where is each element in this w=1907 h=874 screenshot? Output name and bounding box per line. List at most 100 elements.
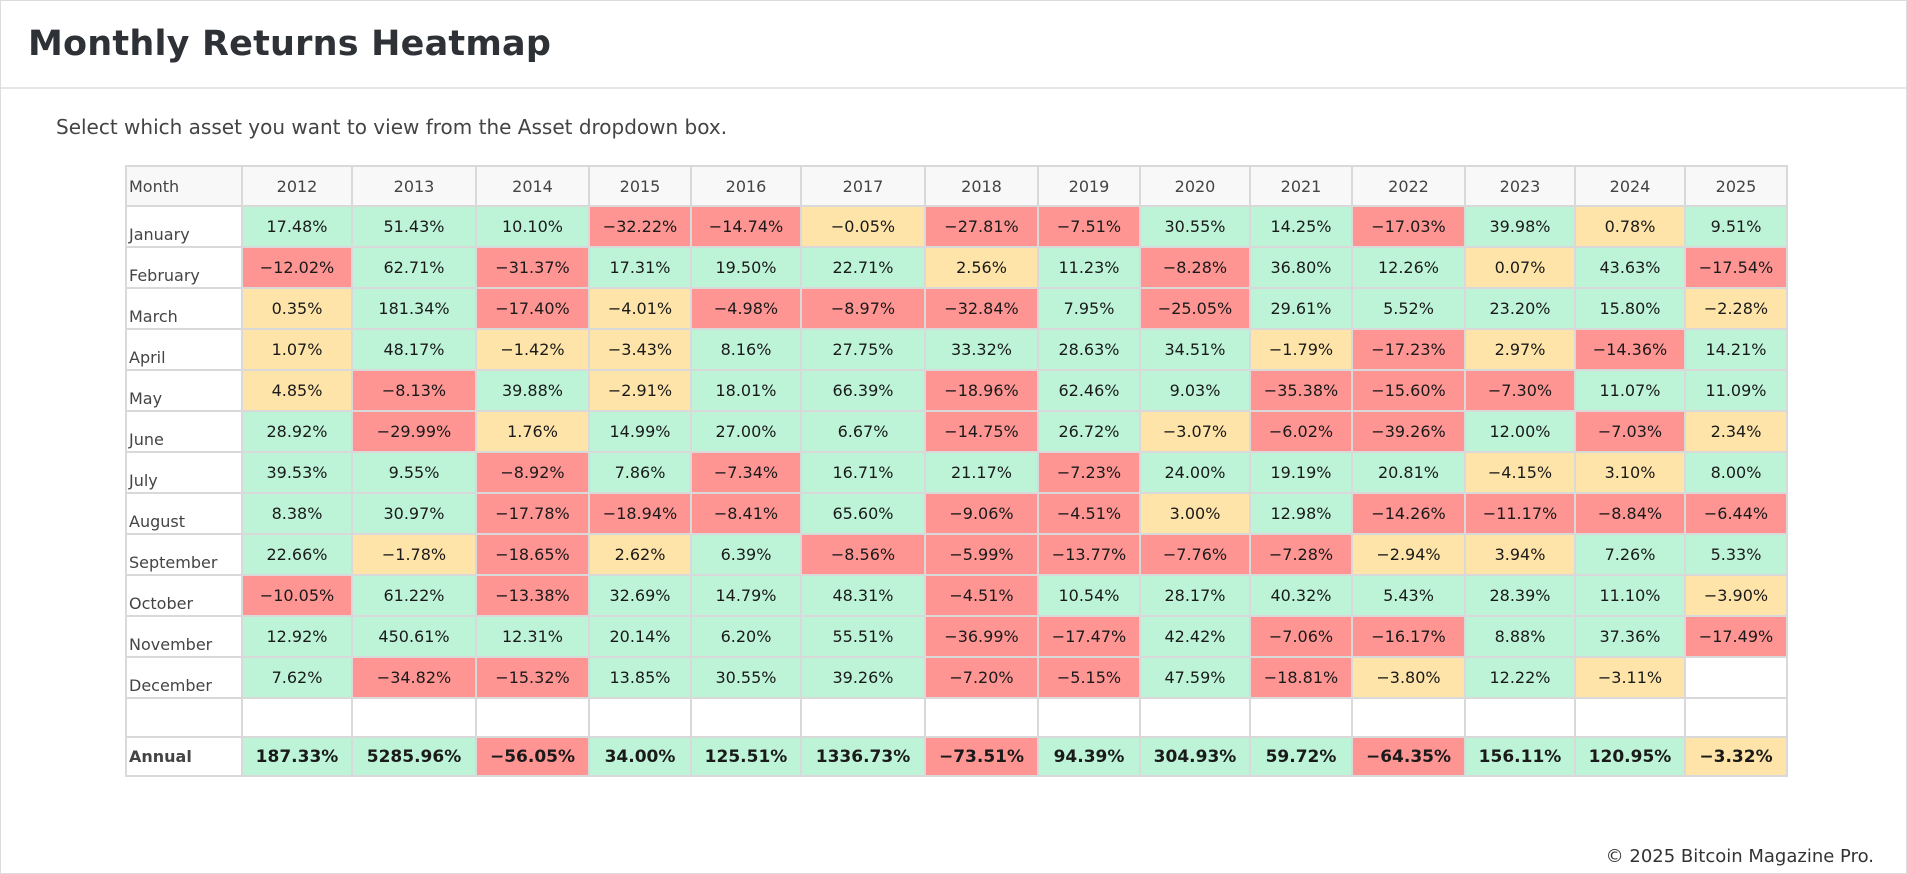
return-cell: −4.51% — [1037, 492, 1141, 535]
return-cell: 2.34% — [1684, 410, 1788, 453]
return-cell: 4.85% — [241, 369, 353, 412]
return-cell: −4.15% — [1464, 451, 1576, 494]
return-cell: −29.99% — [351, 410, 477, 453]
return-cell: 14.79% — [690, 574, 802, 617]
return-cell: −18.96% — [924, 369, 1039, 412]
return-cell: 39.26% — [800, 656, 926, 699]
return-cell: 26.72% — [1037, 410, 1141, 453]
return-cell: 62.71% — [351, 246, 477, 289]
return-cell: 3.10% — [1574, 451, 1686, 494]
month-label: December — [125, 656, 243, 699]
return-cell: 40.32% — [1249, 574, 1353, 617]
return-cell: 11.23% — [1037, 246, 1141, 289]
annual-return-cell: −73.51% — [924, 736, 1039, 777]
annual-row: Annual 187.33% 5285.96% −56.05% 34.00% 125.51… — [125, 736, 1788, 777]
return-cell: −17.40% — [475, 287, 590, 330]
month-row-february: February −12.02% 62.71% −31.37% 17.31% 19.50%… — [125, 246, 1788, 289]
return-cell: 66.39% — [800, 369, 926, 412]
return-cell: 5.33% — [1684, 533, 1788, 576]
return-cell: −25.05% — [1139, 287, 1251, 330]
annual-label: Annual — [125, 736, 243, 777]
year-header-2017: 2017 — [800, 165, 926, 207]
return-cell: 28.63% — [1037, 328, 1141, 371]
return-cell — [1684, 656, 1788, 699]
return-cell: 12.31% — [475, 615, 590, 658]
month-label: November — [125, 615, 243, 658]
return-cell: 28.39% — [1464, 574, 1576, 617]
return-cell: 0.35% — [241, 287, 353, 330]
return-cell: 15.80% — [1574, 287, 1686, 330]
spacer-cell — [1574, 697, 1686, 738]
spacer-cell — [475, 697, 590, 738]
instructions-text: Select which asset you want to view from… — [56, 115, 728, 139]
return-cell: −27.81% — [924, 205, 1039, 248]
return-cell: −3.43% — [588, 328, 692, 371]
return-cell: −12.02% — [241, 246, 353, 289]
month-label: August — [125, 492, 243, 535]
annual-return-cell: 156.11% — [1464, 736, 1576, 777]
return-cell: −18.81% — [1249, 656, 1353, 699]
return-cell: −8.13% — [351, 369, 477, 412]
return-cell: 20.81% — [1351, 451, 1466, 494]
annual-return-cell: −3.32% — [1684, 736, 1788, 777]
return-cell: 6.39% — [690, 533, 802, 576]
return-cell: 12.00% — [1464, 410, 1576, 453]
return-cell: −3.80% — [1351, 656, 1466, 699]
return-cell: 20.14% — [588, 615, 692, 658]
return-cell: −1.42% — [475, 328, 590, 371]
month-label: February — [125, 246, 243, 289]
month-row-january: January 17.48% 51.43% 10.10% −32.22% −14.74% −… — [125, 205, 1788, 248]
annual-return-cell: 120.95% — [1574, 736, 1686, 777]
return-cell: −35.38% — [1249, 369, 1353, 412]
annual-return-cell: 304.93% — [1139, 736, 1251, 777]
return-cell: 8.38% — [241, 492, 353, 535]
return-cell: −0.05% — [800, 205, 926, 248]
spacer-cell — [1464, 697, 1576, 738]
year-header-2023: 2023 — [1464, 165, 1576, 207]
spacer-row — [125, 697, 1788, 738]
month-row-may: May 4.85% −8.13% 39.88% −2.91% 18.01% 66.39% −1… — [125, 369, 1788, 412]
month-row-april: April 1.07% 48.17% −1.42% −3.43% 8.16% 27.75% 3… — [125, 328, 1788, 371]
return-cell: 39.53% — [241, 451, 353, 494]
return-cell: −1.78% — [351, 533, 477, 576]
return-cell: 65.60% — [800, 492, 926, 535]
spacer-cell — [690, 697, 802, 738]
month-label: January — [125, 205, 243, 248]
return-cell: −3.07% — [1139, 410, 1251, 453]
annual-return-cell: −64.35% — [1351, 736, 1466, 777]
return-cell: −18.94% — [588, 492, 692, 535]
return-cell: 48.17% — [351, 328, 477, 371]
return-cell: 24.00% — [1139, 451, 1251, 494]
return-cell: 17.31% — [588, 246, 692, 289]
annual-return-cell: −56.05% — [475, 736, 590, 777]
return-cell: 13.85% — [588, 656, 692, 699]
return-cell: −1.79% — [1249, 328, 1353, 371]
return-cell: −4.01% — [588, 287, 692, 330]
return-cell: 14.21% — [1684, 328, 1788, 371]
return-cell: 7.62% — [241, 656, 353, 699]
return-cell: −17.78% — [475, 492, 590, 535]
return-cell: 0.78% — [1574, 205, 1686, 248]
month-label: March — [125, 287, 243, 330]
return-cell: 33.32% — [924, 328, 1039, 371]
month-label: September — [125, 533, 243, 576]
return-cell: 8.88% — [1464, 615, 1576, 658]
return-cell: −7.06% — [1249, 615, 1353, 658]
month-row-june: June 28.92% −29.99% 1.76% 14.99% 27.00% 6.67% −… — [125, 410, 1788, 453]
return-cell: −8.56% — [800, 533, 926, 576]
spacer-cell — [588, 697, 692, 738]
year-header-2014: 2014 — [475, 165, 590, 207]
month-row-october: October −10.05% 61.22% −13.38% 32.69% 14.79% 4… — [125, 574, 1788, 617]
return-cell: −7.23% — [1037, 451, 1141, 494]
return-cell: 19.50% — [690, 246, 802, 289]
return-cell: −18.65% — [475, 533, 590, 576]
return-cell: 39.88% — [475, 369, 590, 412]
return-cell: −7.03% — [1574, 410, 1686, 453]
return-cell: −5.15% — [1037, 656, 1141, 699]
return-cell: −34.82% — [351, 656, 477, 699]
spacer-cell — [1139, 697, 1251, 738]
spacer-cell — [241, 697, 353, 738]
return-cell: −3.90% — [1684, 574, 1788, 617]
return-cell: −15.32% — [475, 656, 590, 699]
return-cell: 17.48% — [241, 205, 353, 248]
